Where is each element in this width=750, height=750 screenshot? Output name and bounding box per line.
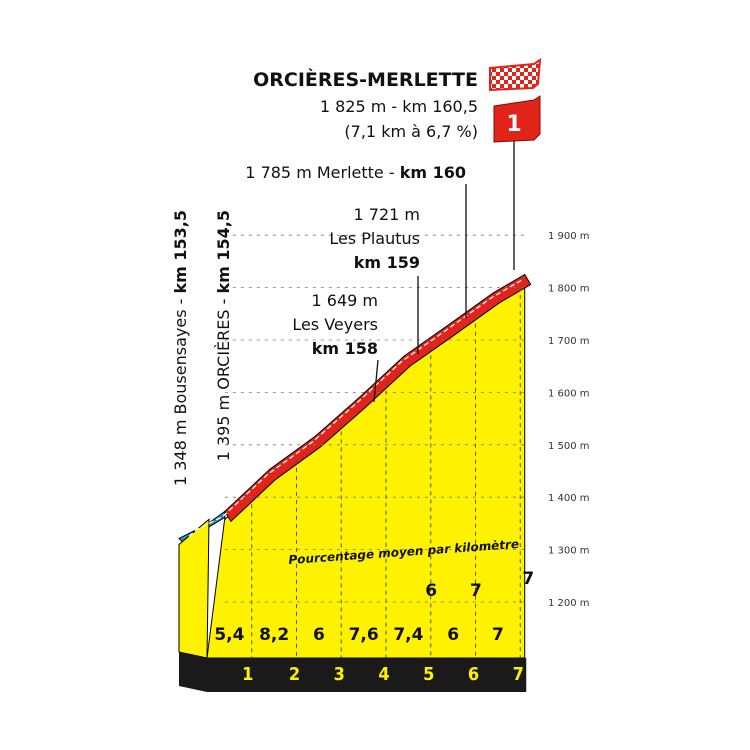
summit-altitude-km: 1 825 m - km 160,5	[320, 97, 478, 116]
leader-veyers	[373, 359, 379, 403]
y-tick-label: 1 600 m	[548, 388, 590, 399]
annotation-leaders	[373, 184, 467, 403]
y-tick-label: 1 800 m	[548, 284, 590, 295]
segment-percentage: 6	[313, 625, 325, 645]
profile-road-ribbon	[224, 273, 532, 523]
km-marker: 4	[378, 664, 389, 685]
annotation-veyers-altitude: 1 649 m	[312, 291, 378, 310]
y-tick-label: 1 500 m	[548, 441, 590, 452]
kilometer-band	[179, 652, 527, 692]
checkered-flag-icon	[489, 58, 542, 92]
segment-percentage-upper: 6	[425, 581, 437, 601]
km-marker: 5	[423, 664, 434, 685]
annotation-veyers-km: km 158	[312, 339, 378, 358]
profile-side-face	[178, 518, 210, 659]
chart-title: ORCIÈRES-MERLETTE	[253, 68, 478, 91]
segment-percentage: 7,4	[393, 625, 423, 645]
annotation-plautus-altitude: 1 721 m	[354, 205, 420, 224]
annotation-bousensayes: 1 348 m Bousensayes - km 153,5	[171, 210, 190, 486]
segment-percentage: 7	[492, 625, 504, 645]
segment-percentage: 7,6	[349, 625, 379, 645]
y-tick-label: 1 300 m	[548, 546, 590, 557]
km-marker: 2	[289, 664, 300, 685]
km-marker: 3	[334, 664, 345, 685]
y-tick-label: 1 700 m	[548, 336, 590, 347]
segment-percentage-upper: 7	[470, 581, 482, 601]
segment-percentage: 6	[447, 625, 459, 645]
km-marker: 7	[513, 664, 524, 685]
segment-percentage: 8,2	[259, 625, 289, 645]
annotation-orcieres-km: km 154,5	[214, 210, 233, 294]
km-marker: 1	[242, 664, 253, 685]
annotation-merlette-label: 1 785 m Merlette -	[245, 163, 399, 182]
annotation-veyers-name: Les Veyers	[292, 315, 378, 334]
segment-percentages: 5,4 8,2 6 7,6 7,4 6 7 6 7 7	[214, 569, 534, 645]
y-axis-ticks: 1 200 m 1 300 m 1 400 m 1 500 m 1 600 m 1 700…	[548, 231, 590, 609]
km-marker: 6	[468, 664, 479, 685]
kilometer-markers: 1 2 3 4 5 6 7	[179, 652, 527, 692]
annotation-orcieres: 1 395 m ORCIÈRES - km 154,5	[214, 210, 233, 461]
y-tick-label: 1 200 m	[548, 598, 590, 609]
y-tick-label: 1 400 m	[548, 493, 590, 504]
annotation-plautus-km: km 159	[354, 253, 420, 272]
annotation-bousensayes-km: km 153,5	[171, 210, 190, 294]
last-segment-percentage: 7	[522, 569, 534, 589]
annotation-bousensayes-label: 1 348 m Bousensayes -	[171, 294, 190, 487]
summit-climb-stats: (7,1 km à 6,7 %)	[344, 122, 478, 141]
y-tick-label: 1 900 m	[548, 231, 590, 242]
annotation-merlette-km: km 160	[400, 163, 466, 182]
annotation-merlette: 1 785 m Merlette - km 160	[245, 163, 466, 182]
road-center-line	[188, 278, 524, 537]
profile-area	[178, 273, 532, 659]
gridlines	[224, 234, 528, 658]
category-badge: 1	[493, 95, 541, 143]
annotation-plautus-name: Les Plautus	[329, 229, 420, 248]
annotation-orcieres-label: 1 395 m ORCIÈRES -	[214, 294, 233, 462]
category-value: 1	[506, 112, 521, 137]
segment-percentage: 5,4	[214, 625, 244, 645]
